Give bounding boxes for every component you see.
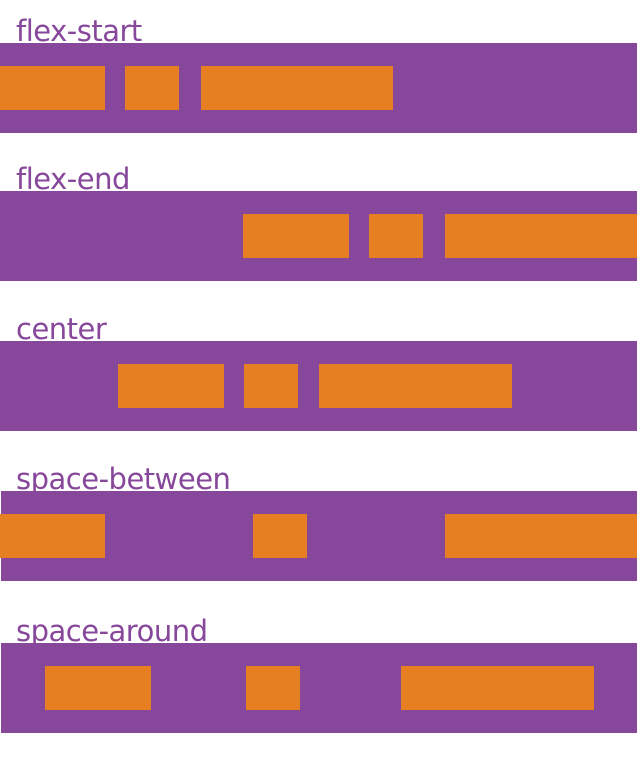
flex-item xyxy=(244,364,298,408)
flex-item xyxy=(243,214,349,258)
flex-item xyxy=(118,364,224,408)
row-label-flex-end: flex-end xyxy=(16,162,130,196)
flex-container-space-around xyxy=(1,643,637,733)
row-label-space-between: space-between xyxy=(16,462,231,496)
flex-item xyxy=(125,66,179,110)
flex-item xyxy=(0,514,105,558)
row-label-flex-start: flex-start xyxy=(16,14,142,48)
flex-item xyxy=(0,66,105,110)
flex-item xyxy=(246,666,300,710)
flex-container-center xyxy=(0,341,637,431)
flex-item xyxy=(45,666,151,710)
flex-item xyxy=(445,214,637,258)
flex-container-flex-end xyxy=(0,191,637,281)
flex-container-flex-start xyxy=(0,43,637,133)
flex-item xyxy=(445,514,637,558)
flex-item xyxy=(253,514,307,558)
flex-item xyxy=(369,214,423,258)
flex-item xyxy=(401,666,594,710)
row-label-space-around: space-around xyxy=(16,614,208,648)
flex-container-space-between xyxy=(0,491,637,581)
flex-item xyxy=(319,364,512,408)
flex-item xyxy=(201,66,393,110)
row-label-center: center xyxy=(16,312,107,346)
